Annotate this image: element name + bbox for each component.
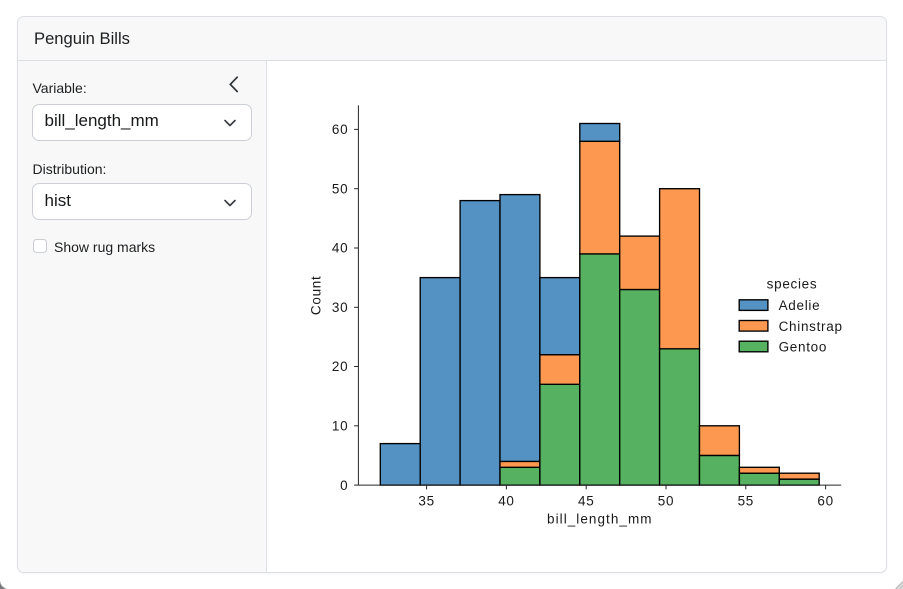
svg-text:Gentoo: Gentoo bbox=[779, 340, 827, 355]
svg-text:55: 55 bbox=[738, 493, 754, 508]
svg-text:Count: Count bbox=[309, 276, 324, 316]
svg-text:bill_length_mm: bill_length_mm bbox=[547, 512, 653, 527]
svg-text:45: 45 bbox=[578, 493, 594, 508]
svg-text:60: 60 bbox=[332, 122, 348, 137]
svg-text:30: 30 bbox=[332, 300, 348, 315]
svg-text:10: 10 bbox=[332, 419, 348, 434]
svg-text:20: 20 bbox=[332, 359, 348, 374]
svg-text:35: 35 bbox=[418, 493, 434, 508]
svg-text:60: 60 bbox=[817, 493, 833, 508]
svg-text:species: species bbox=[767, 277, 818, 292]
svg-text:50: 50 bbox=[658, 493, 674, 508]
svg-text:40: 40 bbox=[498, 493, 514, 508]
svg-text:Adelie: Adelie bbox=[779, 298, 821, 313]
svg-text:0: 0 bbox=[340, 478, 348, 493]
svg-text:50: 50 bbox=[332, 181, 348, 196]
svg-text:40: 40 bbox=[332, 241, 348, 256]
svg-text:Chinstrap: Chinstrap bbox=[779, 319, 843, 334]
